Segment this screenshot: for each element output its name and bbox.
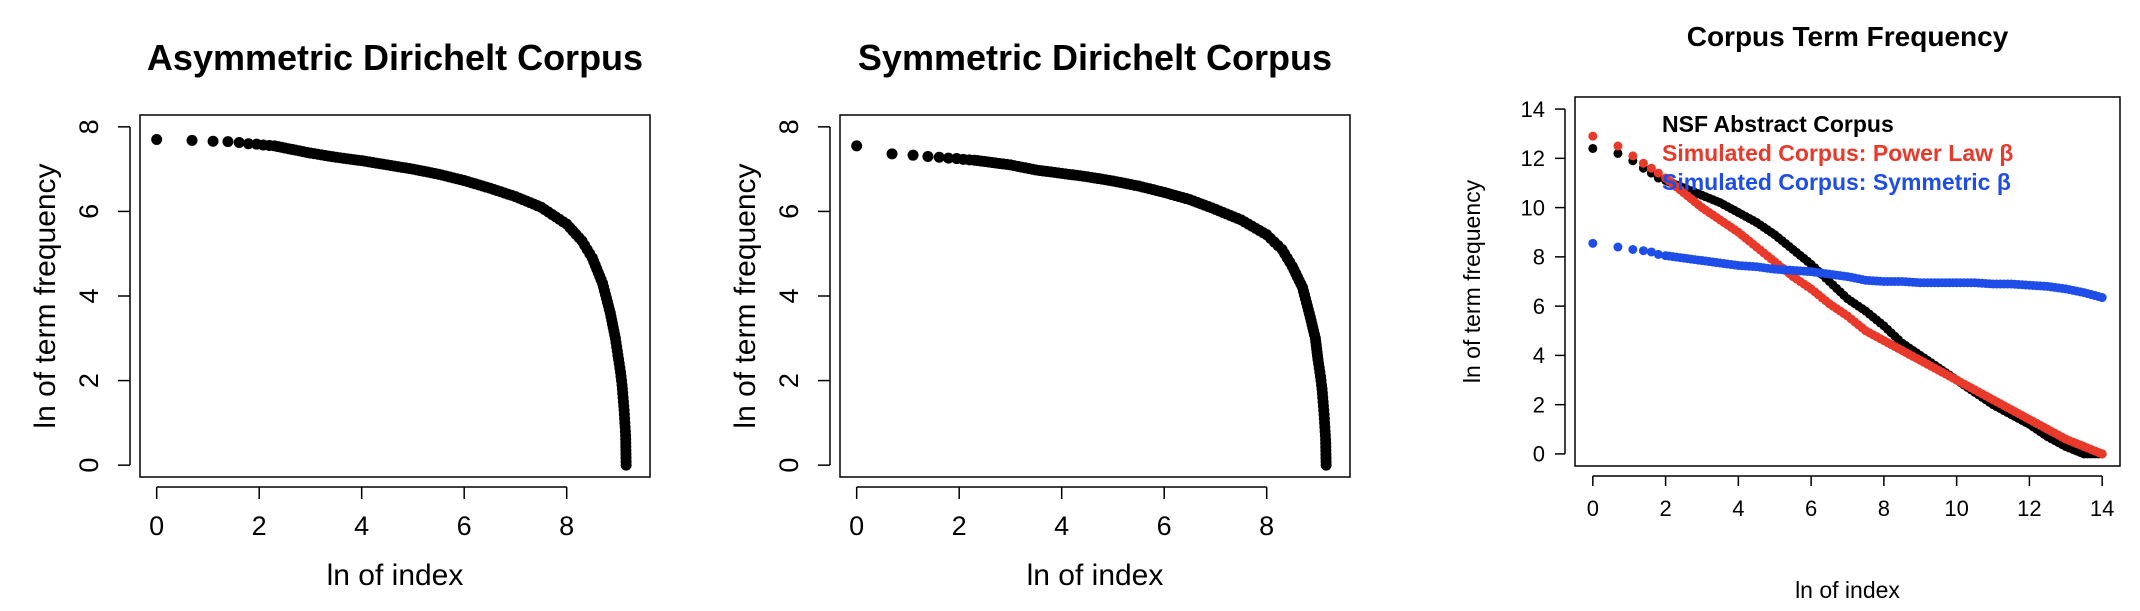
x-tick-label: 0 xyxy=(849,511,864,541)
legend-entry: NSF Abstract Corpus xyxy=(1662,111,1894,137)
data-point xyxy=(1628,244,1638,254)
x-tick-label: 12 xyxy=(2017,496,2041,521)
chart-title: Symmetric Dirichelt Corpus xyxy=(858,37,1332,78)
plot-frame xyxy=(139,114,651,478)
chart-asymmetric-svg: Asymmetric Dirichelt Corpus 0 2 4 6 8 0 2 4 6 8 ln … xyxy=(29,37,651,592)
x-tick-label: 10 xyxy=(1944,496,1968,521)
data-point xyxy=(851,140,863,152)
data-point xyxy=(1653,168,1663,178)
y-tick-label: 2 xyxy=(774,373,804,388)
series-0 xyxy=(151,134,632,471)
data-point xyxy=(1628,151,1638,161)
y-tick-label: 2 xyxy=(1533,392,1545,417)
y-tick-label: 8 xyxy=(74,119,104,134)
data-point xyxy=(1588,131,1598,141)
data-point xyxy=(1638,246,1648,256)
x-tick-label: 8 xyxy=(1259,511,1274,541)
data-point xyxy=(1588,143,1598,153)
data-point xyxy=(942,152,954,164)
x-tick-label: 4 xyxy=(1054,511,1069,541)
data-point xyxy=(1613,148,1623,158)
data-point xyxy=(1646,247,1656,257)
y-tick-label: 8 xyxy=(774,119,804,134)
chart-corpus-term-frequency: Corpus Term Frequency 0 2 4 6 8 10 12 14 0 2 4 6 8 10 1… xyxy=(1400,0,2140,606)
chart-symmetric: Symmetric Dirichelt Corpus 0 2 4 6 8 0 2 4 6 8 ln o… xyxy=(700,0,1400,606)
data-point xyxy=(207,135,219,147)
x-tick-label: 2 xyxy=(252,511,267,541)
data-point xyxy=(1646,163,1656,173)
series-0 xyxy=(851,140,1332,471)
y-axis-label: ln of term frequency xyxy=(1459,179,1485,383)
plot-frame xyxy=(839,114,1351,478)
data-point xyxy=(151,134,163,146)
chart-title: Asymmetric Dirichelt Corpus xyxy=(147,37,643,78)
y-tick-label: 0 xyxy=(1533,442,1545,467)
data-point xyxy=(1638,158,1648,168)
data-point xyxy=(1320,459,1332,471)
y-tick-label: 6 xyxy=(1533,294,1545,319)
y-tick-label: 2 xyxy=(74,373,104,388)
x-axis-label: ln of index xyxy=(327,559,464,592)
series-2 xyxy=(1588,238,2107,303)
y-axis-label: ln of term frequency xyxy=(729,163,762,428)
data-point xyxy=(907,149,919,161)
y-tick-label: 4 xyxy=(774,288,804,303)
x-axis-label: ln of index xyxy=(1795,577,1900,603)
legend-entry: Simulated Corpus: Power Law β xyxy=(1662,140,2013,166)
chart-asymmetric: Asymmetric Dirichelt Corpus 0 2 4 6 8 0 2 4 6 8 ln … xyxy=(0,0,700,606)
data-point xyxy=(1613,242,1623,252)
x-tick-label: 2 xyxy=(1659,496,1671,521)
x-tick-label: 14 xyxy=(2090,496,2114,521)
y-tick-label: 0 xyxy=(774,458,804,473)
y-axis-label: ln of term frequency xyxy=(29,163,62,428)
chart-corpus-svg: Corpus Term Frequency 0 2 4 6 8 10 12 14 0 2 4 6 8 10 1… xyxy=(1459,21,2121,603)
data-point xyxy=(233,136,245,148)
data-point xyxy=(222,136,234,148)
y-tick-label: 0 xyxy=(74,458,104,473)
x-tick-label: 6 xyxy=(457,511,472,541)
data-point xyxy=(1613,141,1623,151)
chart-title: Corpus Term Frequency xyxy=(1687,21,2009,52)
y-tick-label: 4 xyxy=(74,288,104,303)
data-point xyxy=(1588,238,1598,248)
x-axis-label: ln of index xyxy=(1027,559,1164,592)
y-tick-label: 4 xyxy=(1533,343,1545,368)
x-tick-label: 8 xyxy=(559,511,574,541)
x-tick-label: 6 xyxy=(1157,511,1172,541)
data-point xyxy=(620,459,632,471)
x-tick-label: 6 xyxy=(1805,496,1817,521)
x-tick-label: 2 xyxy=(952,511,967,541)
y-tick-label: 6 xyxy=(74,204,104,219)
plot-frame xyxy=(1574,96,2121,467)
y-tick-label: 12 xyxy=(1521,146,1545,171)
y-tick-label: 14 xyxy=(1521,97,1545,122)
x-tick-label: 0 xyxy=(1587,496,1599,521)
data-point xyxy=(933,151,945,163)
y-tick-label: 8 xyxy=(1533,245,1545,270)
data-point xyxy=(242,138,254,150)
data-point xyxy=(1653,249,1663,259)
data-point xyxy=(922,150,934,162)
x-tick-label: 4 xyxy=(1732,496,1744,521)
data-point xyxy=(186,134,198,146)
y-tick-label: 10 xyxy=(1521,195,1545,220)
chart-symmetric-svg: Symmetric Dirichelt Corpus 0 2 4 6 8 0 2 4 6 8 ln o… xyxy=(729,37,1351,592)
legend-entry: Simulated Corpus: Symmetric β xyxy=(1662,169,2011,195)
x-tick-label: 0 xyxy=(149,511,164,541)
x-tick-label: 8 xyxy=(1878,496,1890,521)
data-point xyxy=(2097,449,2107,459)
x-tick-label: 4 xyxy=(354,511,369,541)
data-point xyxy=(886,148,898,160)
y-tick-label: 6 xyxy=(774,204,804,219)
data-point xyxy=(2097,293,2107,303)
